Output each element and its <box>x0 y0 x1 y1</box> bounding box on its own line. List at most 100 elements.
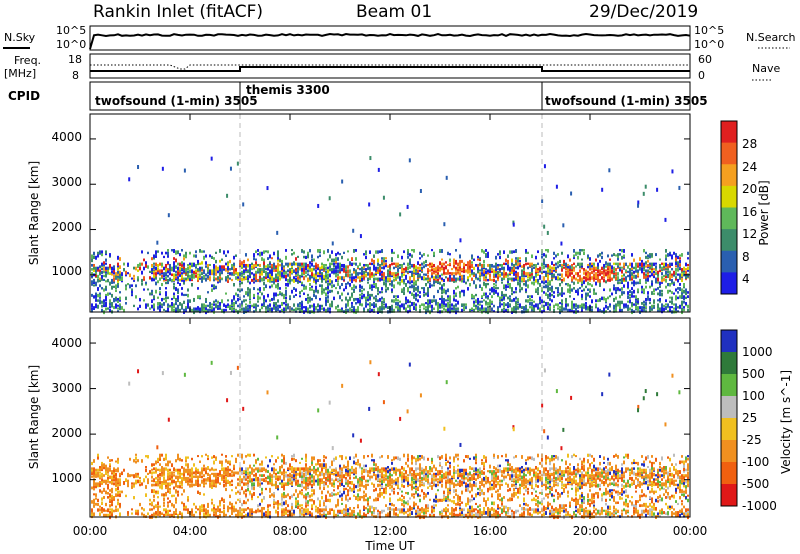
power-cell <box>287 262 289 265</box>
velocity-cell <box>261 478 263 482</box>
power-cell <box>145 306 147 309</box>
power-cell <box>661 262 663 265</box>
velocity-cell <box>283 456 285 460</box>
power-cell <box>333 258 335 263</box>
power-cell <box>613 307 615 310</box>
power-cell <box>633 295 635 298</box>
power-cell <box>455 287 457 290</box>
power-cell <box>151 277 153 282</box>
power-cell <box>663 266 665 270</box>
power-cell <box>289 276 291 280</box>
power-cell <box>485 253 487 257</box>
power-cell <box>381 249 383 253</box>
power-cell <box>599 259 601 263</box>
power-cell <box>511 277 513 281</box>
power-cell <box>547 249 549 253</box>
power-cell <box>677 310 679 313</box>
power-cell <box>473 280 475 285</box>
velocity-cell <box>263 478 265 483</box>
power-cell <box>225 292 227 295</box>
power-cell <box>597 277 599 282</box>
velocity-cell <box>179 512 181 515</box>
velocity-cell <box>197 455 199 458</box>
velocity-cell <box>153 505 155 510</box>
power-cell <box>243 276 245 279</box>
velocity-cell <box>101 463 103 467</box>
power-cell <box>341 276 343 281</box>
velocity-cell <box>239 478 241 482</box>
power-cell <box>655 272 657 276</box>
velocity-cell <box>249 453 251 457</box>
power-cell <box>317 263 319 268</box>
power-cell <box>477 269 479 274</box>
velocity-cell <box>95 485 97 489</box>
power-cell <box>207 274 209 279</box>
velocity-cell <box>281 464 283 469</box>
power-cell <box>485 302 487 306</box>
power-cell <box>613 304 615 309</box>
velocity-cell <box>107 476 109 480</box>
power-cell <box>387 265 389 268</box>
power-cell <box>679 263 681 267</box>
power-cell <box>329 254 331 259</box>
velocity-cell <box>101 478 103 482</box>
power-cell <box>383 273 385 278</box>
power-cell <box>641 269 643 274</box>
power-cell <box>449 295 451 300</box>
power-cell <box>423 291 425 294</box>
velocity-cell <box>229 460 231 464</box>
velocity-cell <box>107 474 109 477</box>
power-cell <box>517 262 519 266</box>
velocity-cell <box>219 500 221 504</box>
velocity-cell <box>211 472 213 475</box>
velocity-cell <box>113 468 115 473</box>
noise-left-tick-top: 10^5 <box>56 24 86 37</box>
velocity-cell <box>169 460 171 464</box>
velocity-cell <box>111 470 113 474</box>
power-cell <box>425 292 427 296</box>
velocity-cell <box>171 471 173 475</box>
power-cell <box>499 296 501 300</box>
power-cell <box>599 308 601 313</box>
power-cell <box>605 261 607 265</box>
power-cell <box>257 249 259 252</box>
power-cell <box>677 278 679 283</box>
power-cell <box>625 269 627 273</box>
power-cell <box>337 262 339 266</box>
power-cell <box>641 259 643 263</box>
velocity-cell <box>113 467 115 470</box>
power-cell <box>379 277 381 282</box>
power-cell <box>545 270 547 275</box>
velocity-cell <box>235 513 237 518</box>
velocity-cell <box>193 513 195 518</box>
power-cell <box>219 304 221 308</box>
velocity-cell <box>251 470 253 475</box>
power-cell <box>539 277 541 280</box>
power-cell <box>515 261 517 266</box>
nave-series <box>90 64 690 70</box>
power-cell <box>493 288 495 293</box>
power-cell <box>315 285 317 290</box>
power-cell <box>145 261 147 265</box>
power-cell <box>537 291 539 296</box>
power-cell <box>295 257 297 261</box>
power-cell <box>271 297 273 301</box>
power-cell <box>435 273 437 276</box>
power-cell <box>261 269 263 273</box>
velocity-cell <box>135 460 137 464</box>
power-cell <box>285 296 287 300</box>
velocity-cell <box>193 471 195 475</box>
power-cell <box>169 263 171 267</box>
power-cell <box>331 300 333 305</box>
power-cell <box>561 280 563 284</box>
power-cell <box>653 288 655 293</box>
power-cell <box>599 273 601 277</box>
velocity-cell <box>157 482 159 486</box>
power-cell <box>555 266 557 270</box>
power-cell <box>621 255 623 260</box>
power-cell <box>205 265 207 268</box>
power-cell <box>159 292 161 296</box>
power-cell <box>173 303 175 307</box>
power-cell <box>397 302 399 306</box>
power-cell <box>173 283 175 286</box>
